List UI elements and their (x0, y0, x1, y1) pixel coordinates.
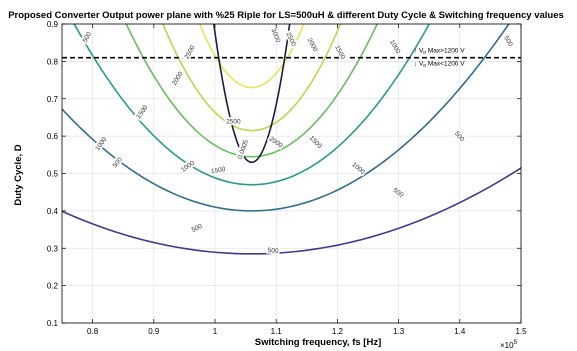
contour-label-bg (92, 134, 109, 153)
contour-label-bg (501, 32, 516, 49)
contour-label-bg (387, 36, 404, 56)
contour-label-bg (133, 102, 150, 122)
contour-label: 2500 (226, 119, 241, 126)
contour-label-bg (349, 159, 368, 177)
x-tick-label: 1.1 (271, 327, 283, 336)
x-tick-label: 1.2 (332, 327, 344, 336)
y-tick-label: 0.1 (47, 319, 59, 328)
contour-label-bg (208, 164, 228, 176)
contour-label: 500 (191, 223, 204, 234)
contour-label-group: 500 (79, 29, 94, 45)
x-tick-label: 1.3 (393, 327, 405, 336)
contour-label-bg (109, 154, 125, 171)
contour-label-bg (224, 117, 242, 126)
annotation-below: ↓ Vo Max<1200 V (414, 61, 465, 70)
y-tick-label: 0.3 (47, 244, 59, 253)
contour-line-2500 (162, 24, 342, 132)
y-tick-label: 0.9 (47, 20, 59, 29)
contour-label: 500 (502, 35, 514, 48)
contour-curves (62, 24, 521, 255)
y-tick-label: 0.8 (47, 57, 59, 66)
boundary-curve (212, 24, 291, 164)
contour-label-group: 500 (501, 32, 516, 49)
contour-label-bg (452, 128, 468, 144)
plot-area: 5001000500150020001000500250025001500200… (47, 20, 527, 336)
contour-label-bg (79, 29, 94, 45)
contour-label: 500 (82, 31, 93, 44)
x-axis-label: Switching frequency, fs [Hz] (255, 337, 382, 348)
contour-line-1000 (62, 24, 510, 212)
y-tick-label: 0.2 (47, 282, 59, 291)
contour-label-bg (181, 42, 197, 62)
contour-label-group: 2500 (224, 117, 242, 126)
x-tick-label: 1.5 (515, 327, 527, 336)
contour-label-group: 1500 (208, 164, 228, 176)
chart-title: Proposed Converter Output power plane wi… (8, 10, 564, 21)
contour-label-bg (178, 157, 197, 175)
contour-label-bg (390, 185, 407, 200)
x-exponent: ×105 (500, 340, 518, 350)
contour-line-1500 (73, 24, 431, 186)
x-tick-label: 0.8 (87, 327, 99, 336)
annotation-above: ↑ Vo Max>1200 V (414, 48, 465, 57)
y-tick-label: 0.6 (47, 132, 59, 141)
y-tick-label: 0.5 (47, 170, 59, 179)
contour-label-bg (284, 29, 299, 49)
contour-label-group: 500 (266, 245, 281, 255)
contour-label-bg (188, 221, 205, 235)
contour-label-bg (234, 136, 251, 163)
contour-label-bg (305, 35, 321, 55)
contour-label-bg (307, 132, 325, 151)
contour-label-bg (266, 245, 281, 255)
contour-line-3000 (198, 24, 305, 89)
y-tick-label: 0.4 (47, 207, 59, 216)
y-tick-label: 0.7 (47, 95, 59, 104)
contour-line-2000 (125, 24, 379, 158)
x-tick-label: 1 (213, 327, 218, 336)
contour-label: 1500 (211, 166, 227, 175)
contour-label-bg (269, 25, 284, 45)
y-axis-label: Duty Cycle, D (13, 144, 24, 205)
contour-label-bg (332, 42, 349, 62)
x-tick-label: 1.4 (454, 327, 466, 336)
x-tick-label: 0.9 (148, 327, 160, 336)
contour-label-bg (266, 133, 286, 150)
contour-label-group: 500 (188, 221, 205, 235)
contour-label: 500 (267, 247, 279, 255)
contour-label-bg (169, 68, 186, 88)
contour-line-500 (62, 167, 521, 255)
